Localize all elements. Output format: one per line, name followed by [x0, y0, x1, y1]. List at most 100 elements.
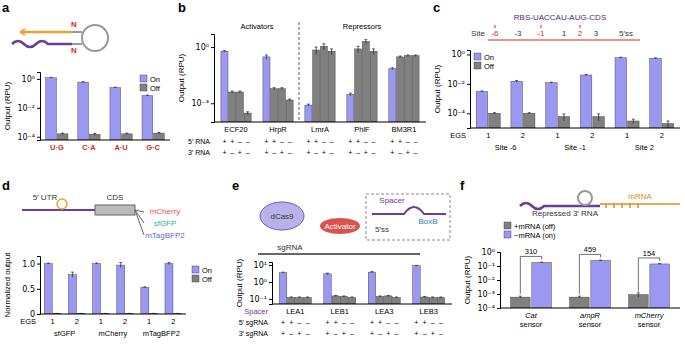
mrna — [600, 204, 680, 208]
error-bar — [423, 296, 426, 297]
sign: + — [342, 330, 346, 337]
sign: + — [222, 149, 226, 156]
tick-label: 10⁰ — [254, 278, 267, 287]
sign: – — [288, 149, 292, 156]
legend-label: On — [150, 75, 160, 84]
row-label: 5′ sgRNA — [239, 319, 269, 327]
legend-label: On — [484, 53, 494, 62]
bar — [287, 298, 295, 304]
tick-label: 10⁰ — [196, 43, 209, 52]
fold-change-label: 310 — [525, 247, 538, 256]
bar — [437, 298, 445, 304]
tick-mark — [497, 266, 500, 267]
bar — [546, 83, 558, 128]
legend: OnOff — [140, 75, 161, 93]
error-bar — [395, 297, 398, 298]
sign: – — [439, 319, 443, 326]
y-axis-title: Output (RPU) — [433, 64, 442, 113]
error-bar — [119, 263, 122, 268]
sign: + — [334, 319, 338, 326]
tick-mark — [467, 113, 470, 114]
panel-letter: b — [178, 0, 186, 15]
error-bar — [315, 47, 318, 54]
legend-label: On — [202, 266, 212, 275]
sign: – — [230, 149, 234, 156]
error-bar — [540, 262, 543, 264]
bar — [362, 41, 369, 122]
schematic-label: 2 — [578, 29, 583, 38]
sign: – — [364, 138, 368, 145]
panel: cRBS-UACCAU-AUG-CDSSite-6-3-11235′ss10⁻⁴… — [433, 0, 680, 152]
error-bar — [143, 287, 146, 288]
group-label: mCherry — [99, 329, 128, 338]
bar — [93, 264, 101, 314]
sign: + — [306, 149, 310, 156]
legend-swatch — [474, 62, 481, 69]
category-label: 2 — [521, 131, 525, 140]
error-bar — [223, 51, 226, 52]
bar — [413, 266, 421, 304]
bar — [397, 57, 404, 122]
category-label: LEA3 — [375, 307, 393, 316]
tick-label: 10⁰ — [452, 50, 465, 59]
error-bar — [290, 297, 293, 298]
category-label: 2 — [590, 131, 594, 140]
schematic-label: Spacer — [379, 196, 405, 205]
y-axis-line — [269, 263, 273, 305]
figure: aNN10⁻⁴10⁻²10⁰Output (RPU)U·GC·AA·UG·COn… — [0, 0, 685, 347]
category-label: PhlF — [354, 125, 370, 134]
tick: 0.5 — [22, 285, 40, 294]
legend-swatch — [140, 75, 147, 82]
error-bar — [357, 46, 360, 52]
tick: 10⁻⁴ — [17, 133, 40, 142]
schematic-label: mTagBFP2 — [145, 231, 185, 240]
legend-swatch — [474, 53, 481, 60]
bar — [304, 298, 312, 304]
tick-label: 10⁻⁴ — [447, 109, 465, 118]
bar — [78, 82, 89, 140]
x-axis-title: EGS — [450, 131, 466, 140]
bar — [570, 297, 590, 308]
sign: – — [423, 330, 427, 337]
bar — [421, 297, 429, 304]
bar — [332, 296, 340, 304]
schematic-label: -6 — [491, 29, 499, 38]
bar — [296, 298, 304, 304]
bar — [340, 296, 348, 304]
error-bar — [372, 49, 375, 55]
bar — [122, 134, 133, 140]
sign: – — [350, 319, 354, 326]
bar — [511, 297, 531, 308]
sign: – — [246, 138, 250, 145]
bar — [412, 56, 419, 122]
panel-letter: d — [2, 178, 10, 193]
category-label: LEB3 — [419, 307, 437, 316]
bar — [650, 264, 670, 308]
tick-mark — [497, 308, 500, 309]
category-label: BM3R1 — [391, 125, 416, 134]
loop — [82, 25, 108, 51]
bar — [89, 134, 100, 140]
sign: – — [414, 138, 418, 145]
group-label: Site -6 — [495, 143, 517, 152]
sign: + — [314, 138, 318, 145]
category-label: 1 — [486, 131, 490, 140]
error-bar — [326, 273, 329, 274]
x-axis-line — [40, 140, 170, 141]
y-axis-title: Output (RPU) — [177, 53, 186, 102]
sign: – — [386, 319, 390, 326]
tick: 10⁰ — [196, 43, 214, 52]
bar — [476, 92, 488, 128]
error-bar — [379, 296, 382, 297]
category-label: LmrA — [311, 125, 329, 134]
y-axis-line — [497, 253, 501, 309]
bracket — [638, 258, 659, 292]
sign: – — [342, 319, 346, 326]
y-axis: 10⁻⁴10⁻³10⁻²10⁻¹10⁰ — [477, 248, 500, 313]
category-label: U·G — [50, 143, 64, 152]
tick-mark — [211, 47, 214, 48]
x-axis-line — [470, 128, 680, 129]
error-bar — [387, 295, 390, 297]
tick-label: 10⁻³ — [191, 99, 209, 108]
sign: – — [395, 319, 399, 326]
